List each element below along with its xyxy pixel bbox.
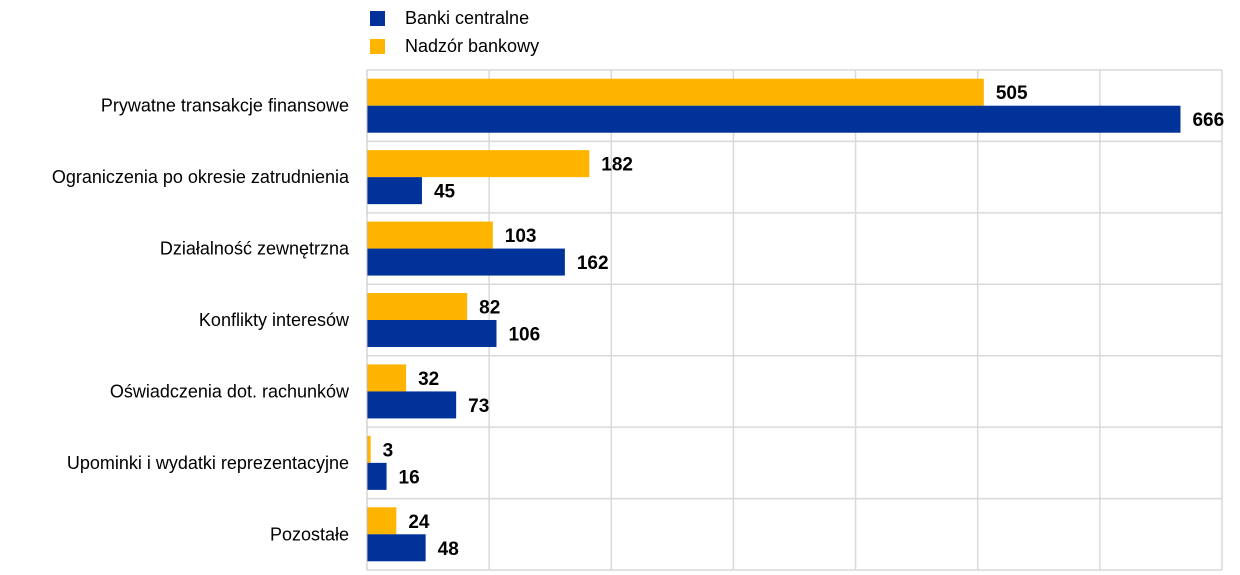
bar-nadzor-bankowy xyxy=(367,364,407,392)
data-label-banki-centralne: 106 xyxy=(508,325,540,346)
category-label: Upominki i wydatki reprezentacyjne xyxy=(67,453,349,473)
category-label: Działalność zewnętrzna xyxy=(160,239,350,259)
data-label-nadzor-bankowy: 3 xyxy=(383,440,394,461)
data-label-nadzor-bankowy: 505 xyxy=(996,83,1028,104)
data-label-banki-centralne: 45 xyxy=(434,182,456,203)
data-label-banki-centralne: 16 xyxy=(399,467,420,488)
category-label: Oświadczenia dot. rachunków xyxy=(110,381,350,401)
legend: Banki centralne Nadzór bankowy xyxy=(370,4,539,60)
category-label: Pozostałe xyxy=(270,524,349,544)
bar-banki-centralne xyxy=(367,105,1181,133)
bar-banki-centralne xyxy=(367,177,422,205)
bar-nadzor-bankowy xyxy=(367,150,590,178)
data-label-banki-centralne: 162 xyxy=(577,253,609,274)
bar-banki-centralne xyxy=(367,462,387,490)
category-label: Ograniczenia po okresie zatrudnienia xyxy=(52,167,350,187)
data-label-nadzor-bankowy: 182 xyxy=(601,155,633,176)
bar-nadzor-bankowy xyxy=(367,507,397,535)
legend-label-banki-centralne: Banki centralne xyxy=(405,7,530,28)
category-label: Konflikty interesów xyxy=(199,310,350,330)
bar-nadzor-bankowy xyxy=(367,78,984,106)
bar-banki-centralne xyxy=(367,248,565,276)
legend-item-nadzor-bankowy: Nadzór bankowy xyxy=(370,32,539,60)
legend-swatch-nadzor-bankowy xyxy=(370,38,385,54)
data-label-nadzor-bankowy: 24 xyxy=(408,512,430,533)
data-label-nadzor-bankowy: 82 xyxy=(479,298,500,319)
legend-swatch-banki-centralne xyxy=(370,10,385,26)
legend-item-banki-centralne: Banki centralne xyxy=(370,4,539,32)
category-label: Prywatne transakcje finansowe xyxy=(101,96,349,116)
bar-banki-centralne xyxy=(367,534,426,562)
bar-nadzor-bankowy xyxy=(367,221,493,249)
legend-label-nadzor-bankowy: Nadzór bankowy xyxy=(405,35,540,56)
bar-banki-centralne xyxy=(367,320,497,347)
data-label-nadzor-bankowy: 32 xyxy=(418,369,439,390)
bar-banki-centralne xyxy=(367,391,457,419)
data-label-nadzor-bankowy: 103 xyxy=(505,226,537,247)
data-label-banki-centralne: 73 xyxy=(468,396,489,417)
data-label-banki-centralne: 48 xyxy=(438,539,459,560)
bar-nadzor-bankowy xyxy=(367,435,371,463)
data-label-banki-centralne: 666 xyxy=(1192,110,1224,131)
bar-nadzor-bankowy xyxy=(367,293,468,320)
